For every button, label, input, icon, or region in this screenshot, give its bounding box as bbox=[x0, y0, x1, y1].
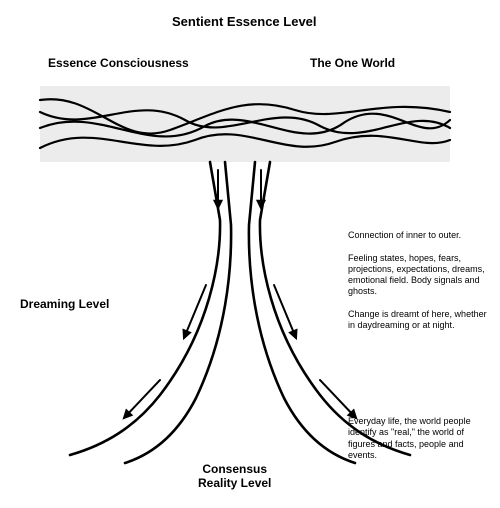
paragraph-consensus: Everyday life, the world people identify… bbox=[348, 416, 488, 461]
flow-arrows bbox=[124, 170, 356, 418]
arrow-shaft bbox=[274, 285, 296, 338]
label-consensus-line2: Reality Level bbox=[198, 476, 271, 490]
arrow-head-icon bbox=[184, 330, 190, 338]
label-dreaming-level: Dreaming Level bbox=[20, 297, 109, 311]
diagram-canvas: Sentient Essence Level Essence Conscious… bbox=[0, 0, 500, 508]
title-sentient-essence: Sentient Essence Level bbox=[172, 14, 317, 29]
label-one-world: The One World bbox=[310, 56, 395, 70]
arrow-shaft bbox=[184, 285, 206, 338]
arrow-head-icon bbox=[290, 330, 296, 338]
funnel-curve bbox=[249, 162, 355, 463]
label-essence-consciousness: Essence Consciousness bbox=[48, 56, 189, 70]
arrow-head-icon bbox=[215, 201, 222, 208]
label-consensus-reality: Consensus Reality Level bbox=[198, 462, 271, 490]
paragraph-dreaming: Connection of inner to outer.Feeling sta… bbox=[348, 230, 488, 331]
label-consensus-line1: Consensus bbox=[202, 462, 267, 476]
funnel-curve bbox=[125, 162, 231, 463]
